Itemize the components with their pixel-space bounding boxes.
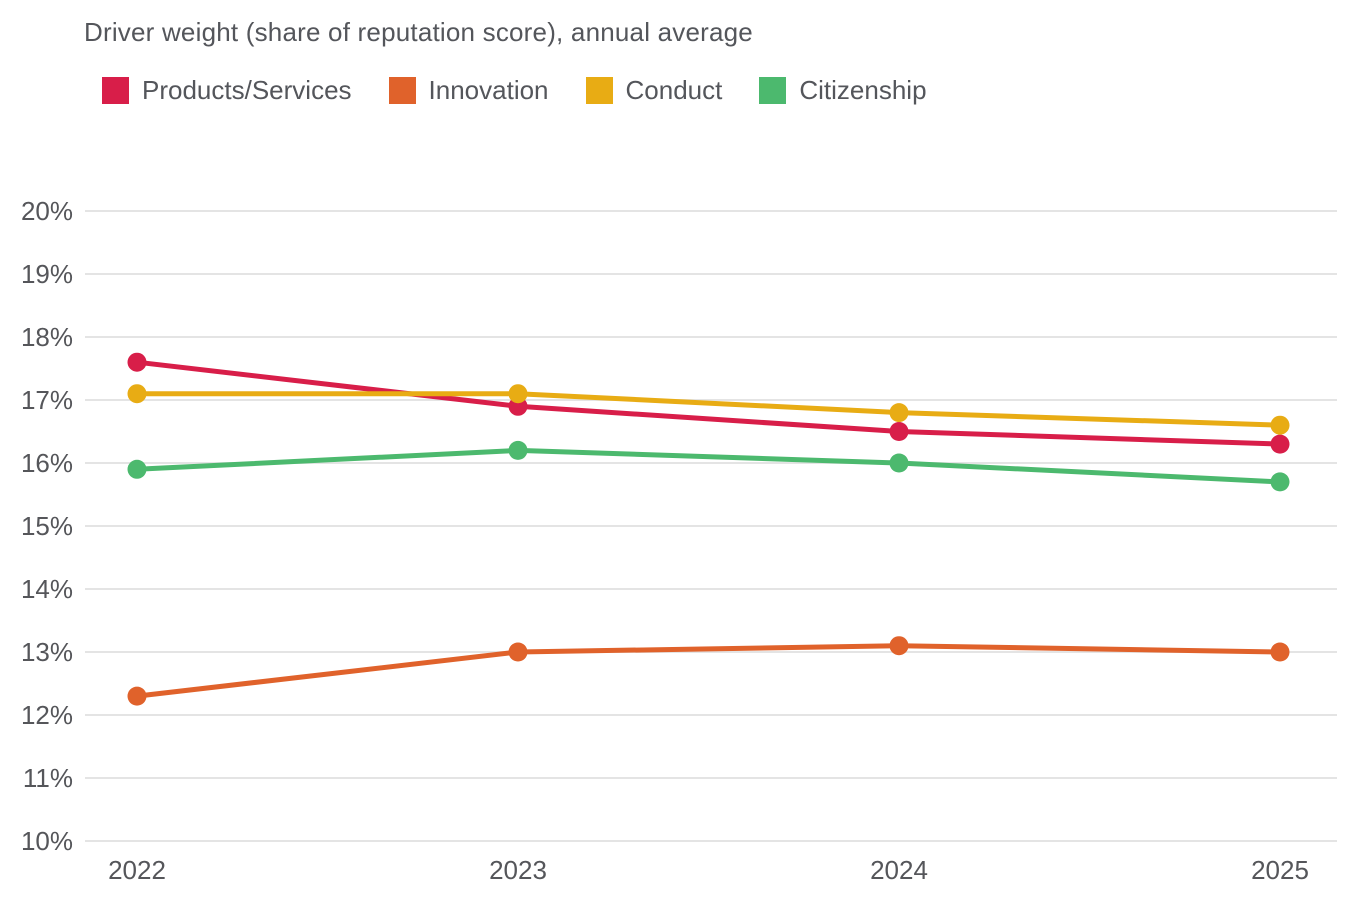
data-point-conduct-2024 bbox=[889, 403, 909, 423]
legend-item-innovation: Innovation bbox=[388, 75, 549, 106]
series-line-innovation bbox=[134, 643, 1283, 699]
x-tick-label-2025: 2025 bbox=[1251, 855, 1309, 885]
legend-swatch-citizenship bbox=[759, 77, 787, 104]
data-point-citizenship-2024 bbox=[889, 453, 909, 473]
legend-label-innovation: Innovation bbox=[428, 75, 549, 105]
legend-item-conduct: Conduct bbox=[585, 75, 723, 106]
data-point-products-services-2024 bbox=[889, 422, 909, 441]
legend-item-products-services: Products/Services bbox=[102, 75, 352, 106]
data-point-innovation-2022 bbox=[127, 686, 147, 706]
y-tick-label-19: 19% bbox=[21, 259, 73, 289]
series-products-services bbox=[127, 352, 1290, 454]
series-line-conduct bbox=[134, 391, 1283, 428]
y-tick-label-16: 16% bbox=[21, 448, 73, 478]
series-line-citizenship bbox=[134, 447, 1283, 485]
chart-legend: Products/Services Innovation Conduct Citize… bbox=[102, 75, 927, 106]
y-tick-label-20: 20% bbox=[21, 196, 73, 226]
legend-swatch-conduct bbox=[585, 77, 613, 104]
y-tick-label-18: 18% bbox=[21, 322, 73, 352]
y-tick-label-15: 15% bbox=[21, 511, 73, 541]
y-tick-label-14: 14% bbox=[21, 574, 73, 604]
series-conduct bbox=[127, 384, 1290, 435]
legend-label-citizenship: Citizenship bbox=[799, 75, 927, 105]
data-point-conduct-2023 bbox=[508, 384, 528, 404]
data-point-conduct-2025 bbox=[1270, 415, 1290, 435]
y-tick-label-13: 13% bbox=[21, 637, 73, 667]
legend-label-conduct: Conduct bbox=[625, 75, 723, 105]
legend-swatch-products-services bbox=[102, 77, 129, 104]
y-tick-label-12: 12% bbox=[21, 700, 73, 730]
y-tick-label-17: 17% bbox=[21, 385, 73, 415]
data-point-innovation-2025 bbox=[1270, 642, 1290, 662]
series-line-products-services bbox=[134, 359, 1283, 447]
legend-item-citizenship: Citizenship bbox=[759, 75, 927, 106]
data-point-innovation-2024 bbox=[889, 636, 909, 656]
x-tick-label-2024: 2024 bbox=[870, 855, 928, 885]
legend-label-products-services: Products/Services bbox=[142, 75, 352, 105]
legend-swatch-innovation bbox=[388, 77, 416, 104]
data-point-citizenship-2023 bbox=[508, 440, 528, 460]
series-citizenship bbox=[127, 440, 1290, 492]
data-point-citizenship-2022 bbox=[127, 459, 147, 479]
data-point-products-services-2025 bbox=[1270, 434, 1290, 454]
x-tick-label-2022: 2022 bbox=[108, 855, 166, 885]
data-point-citizenship-2025 bbox=[1270, 472, 1290, 492]
series-innovation bbox=[127, 636, 1290, 706]
y-tick-label-11: 11% bbox=[23, 763, 73, 793]
chart-title: Driver weight (share of reputation score… bbox=[84, 17, 753, 47]
y-tick-label-10: 10% bbox=[21, 826, 73, 856]
data-point-products-services-2022 bbox=[127, 352, 147, 372]
data-point-innovation-2023 bbox=[508, 642, 528, 662]
x-tick-label-2023: 2023 bbox=[489, 855, 547, 885]
data-point-conduct-2022 bbox=[127, 384, 147, 404]
